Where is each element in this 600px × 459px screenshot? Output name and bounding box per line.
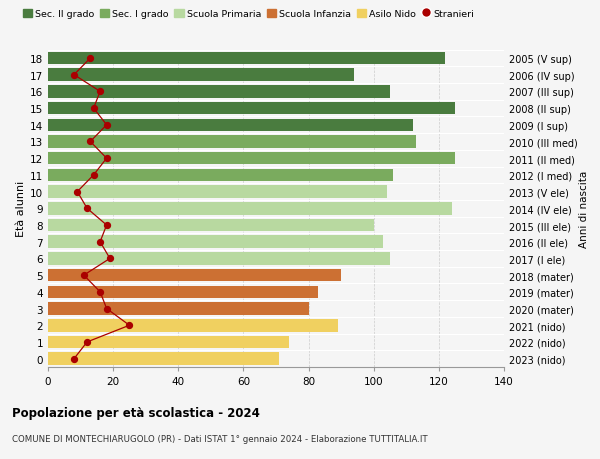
Bar <box>48 169 393 182</box>
Bar <box>48 186 387 198</box>
Point <box>102 155 112 162</box>
Bar <box>48 202 452 215</box>
Text: COMUNE DI MONTECHIARUGOLO (PR) - Dati ISTAT 1° gennaio 2024 - Elaborazione TUTTI: COMUNE DI MONTECHIARUGOLO (PR) - Dati IS… <box>12 434 428 443</box>
Bar <box>48 286 319 298</box>
Bar <box>48 69 354 82</box>
Text: Popolazione per età scolastica - 2024: Popolazione per età scolastica - 2024 <box>12 406 260 419</box>
Point <box>89 172 98 179</box>
Point <box>89 105 98 112</box>
Y-axis label: Anni di nascita: Anni di nascita <box>579 170 589 247</box>
Point <box>102 122 112 129</box>
Point <box>86 139 95 146</box>
Bar <box>48 53 445 65</box>
Point <box>73 189 82 196</box>
Point <box>95 289 105 296</box>
Bar <box>48 353 279 365</box>
Bar <box>48 336 289 348</box>
Point <box>102 222 112 229</box>
Point <box>69 72 79 79</box>
Point <box>82 339 92 346</box>
Point <box>95 239 105 246</box>
Point <box>105 255 115 263</box>
Point <box>69 355 79 363</box>
Point <box>95 89 105 96</box>
Y-axis label: Età alunni: Età alunni <box>16 181 26 237</box>
Bar <box>48 252 390 265</box>
Bar <box>48 119 413 132</box>
Bar <box>48 219 374 232</box>
Point <box>125 322 134 329</box>
Point <box>86 55 95 62</box>
Point <box>79 272 89 279</box>
Bar <box>48 269 341 282</box>
Bar <box>48 102 455 115</box>
Point <box>82 205 92 213</box>
Bar <box>48 136 416 148</box>
Bar <box>48 86 390 98</box>
Bar <box>48 152 455 165</box>
Bar <box>48 236 383 248</box>
Point <box>102 305 112 313</box>
Bar <box>48 319 338 332</box>
Bar <box>48 302 308 315</box>
Legend: Sec. II grado, Sec. I grado, Scuola Primaria, Scuola Infanzia, Asilo Nido, Stran: Sec. II grado, Sec. I grado, Scuola Prim… <box>19 6 478 23</box>
